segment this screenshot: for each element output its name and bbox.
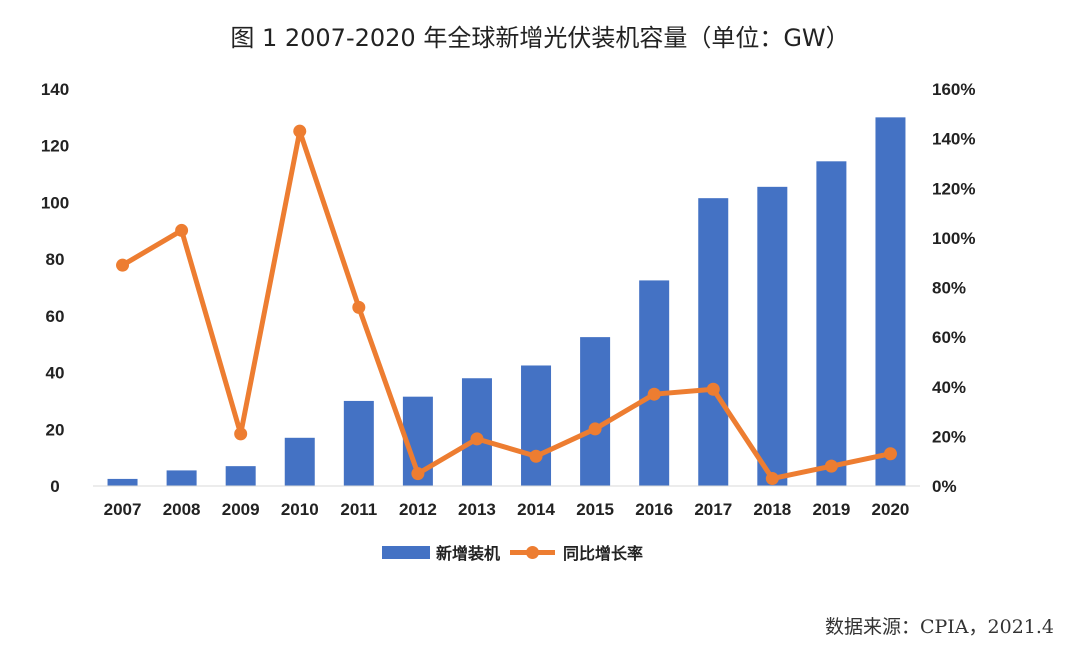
bar-2010	[284, 437, 315, 486]
bar-series	[107, 117, 906, 487]
right-tick-label: 0%	[932, 477, 957, 496]
growth-point-2015	[588, 422, 602, 436]
growth-point-2008	[175, 223, 189, 237]
x-tick-label: 2017	[694, 500, 732, 519]
left-tick-label: 120	[41, 137, 69, 156]
bar-2008	[166, 470, 197, 486]
right-tick-label: 60%	[932, 328, 966, 347]
growth-point-2017	[706, 382, 720, 396]
legend-bar-swatch	[382, 546, 430, 559]
right-tick-label: 100%	[932, 229, 975, 248]
x-tick-label: 2015	[576, 500, 614, 519]
x-axis-ticks: 2007 2008 2009 2010 2011 2012 2013 2014 2015 2016…	[104, 500, 910, 519]
data-source-note: 数据来源：CPIA，2021.4	[824, 616, 1054, 638]
x-tick-label: 2013	[458, 500, 496, 519]
bar-2014	[521, 365, 552, 486]
bar-2019	[816, 161, 847, 486]
legend-bar-label: 新增装机	[436, 544, 500, 563]
x-tick-label: 2008	[163, 500, 201, 519]
chart-title: 图 1 2007-2020 年全球新增光伏装机容量（单位：GW）	[230, 24, 850, 52]
x-tick-label: 2011	[340, 500, 377, 519]
left-tick-label: 100	[41, 193, 69, 212]
x-tick-label: 2016	[635, 500, 673, 519]
growth-line-series	[116, 124, 897, 486]
x-tick-label: 2010	[281, 500, 319, 519]
right-tick-label: 160%	[932, 80, 975, 99]
right-axis-ticks: 0% 20% 40% 60% 80% 100% 120% 140% 160%	[932, 80, 975, 496]
bar-2017	[698, 198, 729, 487]
x-tick-label: 2012	[399, 500, 437, 519]
bar-2013	[461, 378, 492, 486]
x-tick-label: 2007	[104, 500, 142, 519]
legend-line-marker	[526, 546, 539, 559]
growth-line	[120, 128, 893, 482]
x-tick-label: 2020	[872, 500, 910, 519]
left-tick-label: 60	[46, 307, 65, 326]
x-tick-label: 2018	[753, 500, 791, 519]
growth-point-2018	[765, 472, 779, 486]
bar-2015	[580, 337, 611, 486]
growth-point-2013	[470, 432, 484, 446]
growth-point-2011	[352, 300, 366, 314]
legend: 新增装机 同比增长率	[382, 544, 643, 563]
bar-2020	[875, 117, 906, 486]
growth-point-2012	[411, 467, 425, 481]
growth-point-2007	[116, 258, 130, 272]
left-axis-ticks: 0 20 40 60 80 100 120 140	[41, 80, 69, 496]
bar-2007	[107, 478, 138, 486]
left-tick-label: 40	[46, 364, 65, 383]
x-tick-label: 2014	[517, 500, 555, 519]
right-tick-label: 140%	[932, 130, 975, 149]
growth-point-2020	[883, 447, 897, 461]
growth-point-2016	[647, 387, 661, 401]
left-tick-label: 140	[41, 80, 69, 99]
x-tick-label: 2019	[812, 500, 850, 519]
bar-2011	[343, 400, 374, 486]
legend-line-label: 同比增长率	[563, 544, 643, 563]
growth-point-2010	[293, 124, 307, 138]
right-tick-label: 40%	[932, 378, 966, 397]
right-tick-label: 80%	[932, 279, 966, 298]
growth-point-2019	[824, 459, 838, 473]
growth-point-2014	[529, 449, 543, 463]
x-tick-label: 2009	[222, 500, 260, 519]
left-tick-label: 80	[46, 250, 65, 269]
left-tick-label: 20	[46, 420, 65, 439]
growth-point-2009	[234, 427, 248, 441]
bar-2016	[639, 280, 670, 486]
left-tick-label: 0	[50, 477, 59, 496]
bar-2018	[757, 186, 788, 486]
bar-2009	[225, 466, 256, 486]
right-tick-label: 20%	[932, 427, 966, 446]
right-tick-label: 120%	[932, 179, 975, 198]
